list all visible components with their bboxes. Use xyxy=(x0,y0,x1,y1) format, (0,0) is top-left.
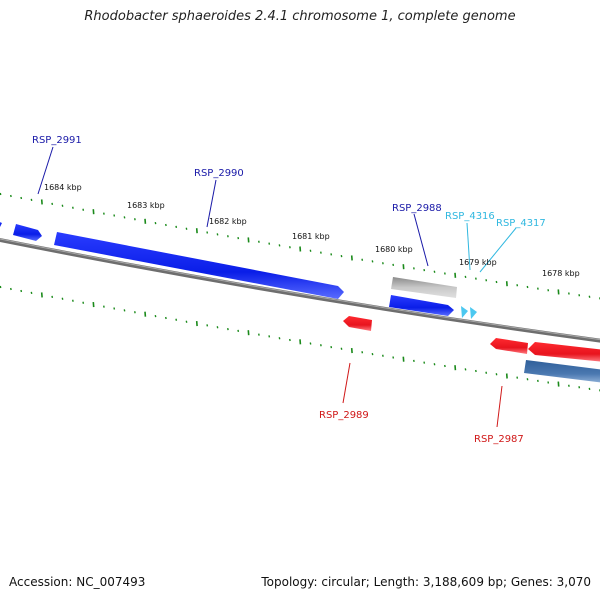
gene-rsp-4317[interactable] xyxy=(470,307,477,319)
scale-label-1683: 1683 kbp xyxy=(127,201,165,210)
lower-scale-track xyxy=(0,285,600,392)
scale-label-1679: 1679 kbp xyxy=(459,258,497,267)
leader-rsp-2988 xyxy=(413,213,429,267)
label-rsp-4317[interactable]: RSP_4317 xyxy=(496,218,546,229)
scale-label-1682: 1682 kbp xyxy=(209,217,247,226)
scale-label-1680: 1680 kbp xyxy=(375,245,413,254)
scale-label-1681: 1681 kbp xyxy=(292,232,330,241)
label-rsp-4316[interactable]: RSP_4316 xyxy=(445,211,495,222)
chromosome-backbone xyxy=(0,237,600,343)
gene-rsp-2987-a[interactable] xyxy=(490,338,528,354)
leader-rsp-4316 xyxy=(466,222,471,271)
leader-rsp-2990 xyxy=(206,179,217,228)
gene-pseudo-grey[interactable] xyxy=(391,277,457,298)
leader-rsp-4317 xyxy=(479,227,517,273)
genome-summary-text: Topology: circular; Length: 3,188,609 bp… xyxy=(261,575,591,589)
gene-reverse-steel[interactable] xyxy=(524,360,600,383)
gene-rsp-2988[interactable] xyxy=(389,295,454,316)
leader-rsp-2991 xyxy=(37,146,54,195)
leader-rsp-2989 xyxy=(342,362,351,404)
leader-rsp-2987 xyxy=(496,385,503,428)
label-rsp-2991[interactable]: RSP_2991 xyxy=(32,135,82,146)
gene-rsp-2989[interactable] xyxy=(343,316,372,331)
label-rsp-2987[interactable]: RSP_2987 xyxy=(474,434,524,445)
scale-label-1684: 1684 kbp xyxy=(44,183,82,192)
accession-text: Accession: NC_007493 xyxy=(9,575,146,589)
chromosome-backbone-highlight xyxy=(0,238,600,341)
label-rsp-2990[interactable]: RSP_2990 xyxy=(194,168,244,179)
map-title: Rhodobacter sphaeroides 2.4.1 chromosome… xyxy=(84,9,516,24)
gene-rsp-4316[interactable] xyxy=(461,306,468,318)
scale-label-1678: 1678 kbp xyxy=(542,269,580,278)
label-rsp-2989[interactable]: RSP_2989 xyxy=(319,410,369,421)
label-rsp-2988[interactable]: RSP_2988 xyxy=(392,203,442,214)
gene-left-edge-fwd[interactable] xyxy=(0,220,2,231)
gene-rsp-2990[interactable] xyxy=(54,232,344,299)
gene-rsp-2987-b[interactable] xyxy=(528,342,600,362)
gene-rsp-2991[interactable] xyxy=(13,224,42,241)
